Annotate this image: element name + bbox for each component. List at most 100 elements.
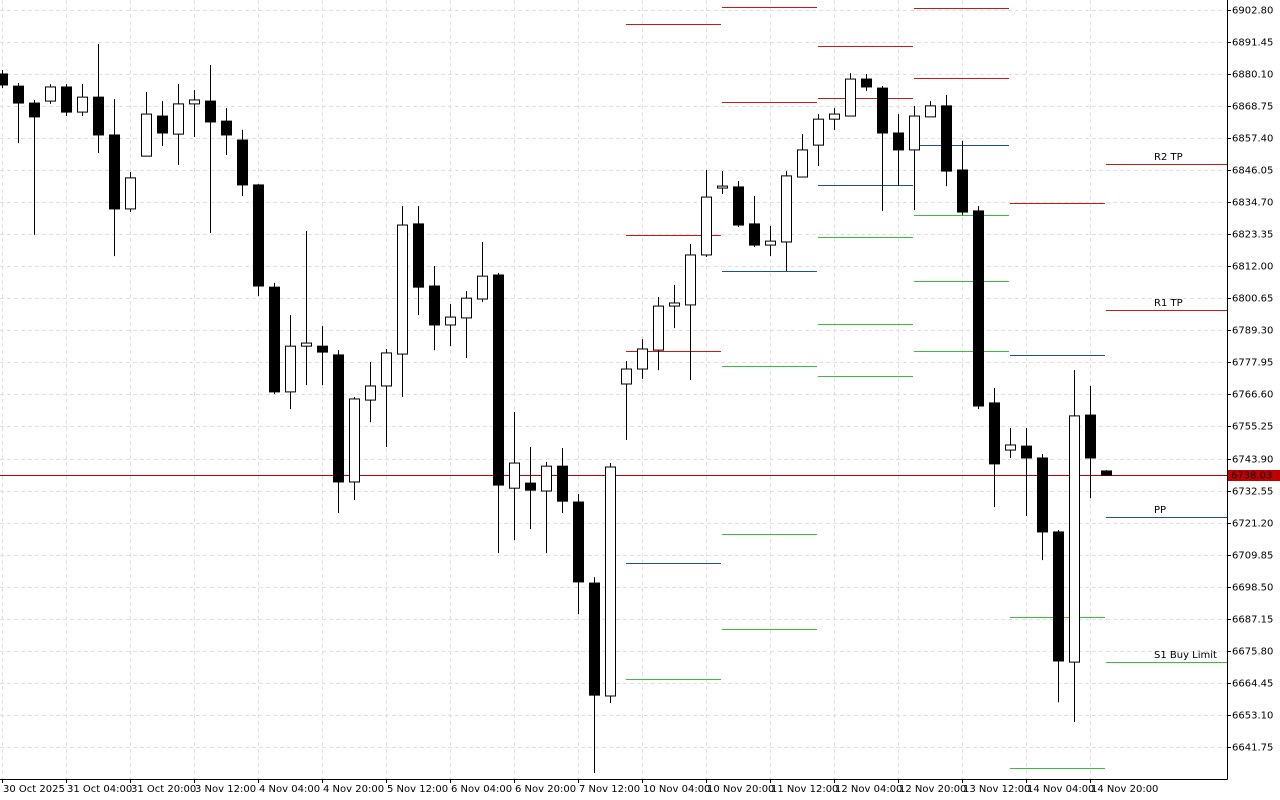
candle-body: [685, 254, 696, 306]
candle-body: [781, 175, 792, 243]
x-tick-label: 6 Nov 20:00: [515, 784, 576, 795]
candle-body: [1053, 531, 1064, 662]
x-tick-label: 14 Nov 20:00: [1091, 784, 1158, 795]
x-tick-label: 4 Nov 04:00: [259, 784, 320, 795]
candle-body: [605, 466, 616, 697]
y-tick-label: 6902.80: [1232, 6, 1273, 17]
candle-body: [765, 240, 776, 246]
candle-body: [1085, 414, 1096, 459]
candle-body: [813, 118, 824, 146]
candle-body: [541, 465, 552, 492]
x-tick-label: 6 Nov 04:00: [451, 784, 512, 795]
x-tick-label: 10 Nov 20:00: [707, 784, 774, 795]
candle-body: [525, 482, 536, 491]
candle-body: [989, 402, 1000, 465]
candle-body: [237, 139, 248, 186]
candle-body: [733, 186, 744, 226]
candle-body: [173, 103, 184, 135]
candle-body: [45, 86, 56, 102]
candle-body: [909, 115, 920, 151]
candle-body: [349, 398, 360, 483]
current-price-label: 6738.03: [1231, 471, 1272, 482]
x-tick-label: 11 Nov 12:00: [771, 784, 838, 795]
y-tick-label: 6641.75: [1232, 743, 1273, 754]
candle-body: [333, 354, 344, 483]
candle-body: [365, 385, 376, 401]
y-tick-label: 6891.45: [1232, 38, 1273, 49]
y-tick-label: 6880.10: [1232, 70, 1273, 81]
candle-body: [573, 501, 584, 583]
y-tick-label: 6721.20: [1232, 519, 1273, 530]
x-tick-label: 5 Nov 12:00: [387, 784, 448, 795]
y-tick-label: 6709.85: [1232, 551, 1273, 562]
candle-body: [221, 120, 232, 136]
candle-body: [493, 274, 504, 486]
x-tick-label: 13 Nov 12:00: [963, 784, 1030, 795]
y-tick-label: 6755.25: [1232, 422, 1273, 433]
candle-body: [189, 99, 200, 105]
candle-body: [13, 85, 24, 104]
y-tick-label: 6653.10: [1232, 711, 1273, 722]
y-tick-label: 6732.55: [1232, 487, 1273, 498]
candle-body: [637, 348, 648, 370]
axes: 6902.80 6891.45 6880.10 6868.75 6857.40 6846.…: [2, 6, 1280, 795]
candle-body: [205, 100, 216, 123]
x-tick-label: 12 Nov 04:00: [835, 784, 902, 795]
candle-body: [829, 113, 840, 120]
x-tick-label: 31 Oct 04:00: [67, 784, 132, 795]
x-tick-label: 12 Nov 20:00: [899, 784, 966, 795]
candle-body: [477, 275, 488, 300]
candle-body: [893, 132, 904, 151]
candle-body: [925, 105, 936, 118]
x-tick-label: 10 Nov 04:00: [643, 784, 710, 795]
candle-body: [461, 297, 472, 319]
y-tick-label: 6675.80: [1232, 647, 1273, 658]
candle-body: [93, 96, 104, 136]
candle-body: [941, 105, 952, 172]
y-tick-label: 6868.75: [1232, 102, 1273, 113]
candle-body: [589, 582, 600, 696]
grid: [0, 0, 1227, 779]
candle-body: [669, 302, 680, 307]
candle-body: [1005, 444, 1016, 451]
candle-body: [797, 149, 808, 178]
candle-body: [0, 73, 8, 86]
candle-body: [285, 345, 296, 393]
y-tick-label: 6698.50: [1232, 583, 1273, 594]
x-tick-label: 3 Nov 12:00: [195, 784, 256, 795]
candle-body: [1021, 445, 1032, 459]
y-tick-label: 6834.70: [1232, 198, 1273, 209]
candle-body: [701, 196, 712, 256]
candle-body: [157, 115, 168, 134]
y-tick-label: 6664.45: [1232, 679, 1273, 690]
y-tick-label: 6789.30: [1232, 326, 1273, 337]
candle-body: [877, 87, 888, 134]
y-tick-label: 6687.15: [1232, 615, 1273, 626]
candle-body: [653, 305, 664, 351]
y-tick-label: 6857.40: [1232, 134, 1273, 145]
candle-body: [861, 78, 872, 88]
x-tick-label: 4 Nov 20:00: [323, 784, 384, 795]
level-label: R1 TP: [1154, 298, 1183, 309]
level-label: S1 Buy Limit: [1154, 650, 1217, 661]
candle-body: [621, 368, 632, 385]
candle-body: [413, 223, 424, 288]
candle-body: [77, 96, 88, 113]
level-label: PP: [1154, 505, 1166, 516]
x-tick-label: 30 Oct 2025: [3, 784, 65, 795]
candle-body: [509, 462, 520, 489]
x-tick-label: 31 Oct 20:00: [131, 784, 196, 795]
candle-body: [397, 224, 408, 355]
candle-body: [717, 185, 728, 189]
plot: R2 TP R1 TP PP S1 Buy Limit: [0, 7, 1227, 774]
y-tick-label: 6812.00: [1232, 262, 1273, 273]
candle-body: [109, 134, 120, 210]
candle-body: [957, 169, 968, 213]
candle-body: [557, 465, 568, 502]
current-price-tag: [1228, 470, 1280, 481]
candle-body: [301, 342, 312, 347]
candle-body: [61, 86, 72, 113]
candle-body: [253, 184, 264, 287]
